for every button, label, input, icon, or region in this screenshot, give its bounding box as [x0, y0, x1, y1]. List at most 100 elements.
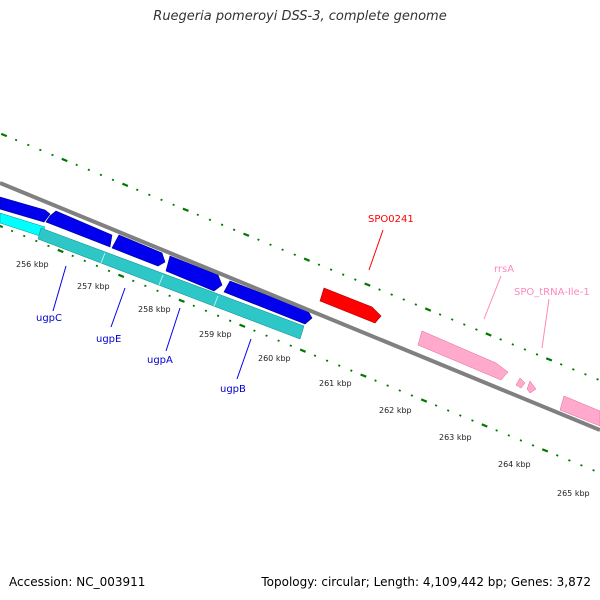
- minor-tick: [584, 373, 587, 376]
- minor-tick: [196, 213, 200, 217]
- minor-tick: [337, 364, 341, 367]
- minor-tick: [131, 279, 135, 283]
- minor-tick: [414, 303, 418, 306]
- minor-tick: [265, 334, 268, 337]
- major-tick: [424, 307, 432, 312]
- gene-label-ugpb: ugpB: [220, 384, 246, 395]
- minor-tick: [87, 168, 91, 172]
- minor-tick: [325, 359, 329, 362]
- cds-track: [0, 196, 313, 325]
- minor-tick: [232, 228, 236, 231]
- gene-label-leaders: [52, 229, 550, 380]
- map-title: Ruegeria pomeroyi DSS-3, complete genome: [153, 9, 447, 24]
- minor-tick: [289, 344, 293, 347]
- minor-tick: [160, 198, 163, 202]
- minor-tick: [398, 389, 402, 392]
- minor-tick: [531, 444, 535, 447]
- minor-tick: [257, 238, 260, 241]
- minor-tick: [281, 248, 284, 251]
- major-tick: [303, 257, 311, 262]
- minor-tick: [293, 253, 297, 256]
- kbp-label: 264 kbp: [498, 460, 531, 469]
- minor-tick: [438, 313, 442, 316]
- kbp-label: 260 kbp: [258, 354, 291, 363]
- minor-tick: [350, 369, 353, 372]
- minor-tick: [156, 289, 159, 293]
- kbp-label: 258 kbp: [138, 305, 171, 314]
- gene-arrow: [0, 196, 51, 223]
- minor-tick: [204, 309, 208, 313]
- genome-backbone: [0, 181, 600, 432]
- kbp-label: 259 kbp: [199, 330, 232, 339]
- minor-tick: [471, 419, 474, 422]
- minor-tick: [568, 459, 571, 462]
- minor-tick: [519, 439, 523, 442]
- minor-tick: [511, 343, 515, 346]
- minor-tick: [559, 363, 563, 366]
- gene-label-ugpc: ugpC: [36, 313, 62, 324]
- gene-arrow-spo-trna: [526, 380, 537, 394]
- cog-track: [0, 212, 305, 340]
- kbp-label: 262 kbp: [379, 406, 412, 415]
- minor-tick: [555, 454, 559, 457]
- major-tick: [182, 207, 189, 212]
- gene-label-spo-trna: SPO_tRNA-Ile-1: [514, 287, 590, 298]
- minor-tick: [463, 323, 466, 326]
- minor-tick: [386, 384, 389, 387]
- gene-label-ugpa: ugpA: [147, 355, 173, 366]
- minor-tick: [95, 264, 99, 268]
- outer-tick-track: [0, 132, 599, 381]
- minor-tick: [144, 284, 147, 288]
- minor-tick: [14, 138, 18, 142]
- minor-tick: [354, 278, 357, 281]
- minor-tick: [192, 304, 196, 308]
- kbp-label: 263 kbp: [439, 433, 472, 442]
- minor-tick: [523, 348, 527, 351]
- major-tick: [481, 423, 488, 428]
- minor-tick: [47, 244, 50, 248]
- minor-tick: [390, 293, 393, 296]
- rna-track: [417, 330, 600, 427]
- minor-tick: [71, 254, 74, 258]
- major-tick: [541, 448, 549, 453]
- minor-tick: [580, 464, 583, 467]
- minor-tick: [75, 163, 78, 167]
- minor-tick: [495, 429, 498, 432]
- minor-tick: [329, 268, 333, 271]
- minor-tick: [51, 153, 54, 157]
- minor-tick: [572, 368, 575, 371]
- minor-tick: [450, 318, 454, 321]
- minor-tick: [446, 409, 450, 412]
- gene-label-rrsa: rrsA: [494, 264, 514, 275]
- minor-tick: [378, 288, 381, 291]
- minor-tick: [22, 234, 26, 238]
- minor-tick: [220, 223, 224, 226]
- gene-arrow-rrsa: [417, 330, 509, 381]
- gene-labels: ugpC ugpE ugpA ugpB SPO0241 rrsA SPO_tRN…: [36, 214, 590, 395]
- minor-tick: [216, 314, 220, 317]
- minor-tick: [172, 203, 175, 207]
- major-tick: [178, 298, 185, 303]
- gene-label-ugpe: ugpE: [96, 334, 121, 345]
- major-tick: [545, 357, 553, 362]
- minor-tick: [434, 404, 438, 407]
- major-tick: [299, 348, 307, 353]
- gene-label-spo0241: SPO0241: [368, 214, 414, 225]
- minor-tick: [253, 329, 256, 332]
- minor-tick: [83, 259, 87, 263]
- minor-tick: [499, 338, 502, 341]
- minor-tick: [374, 379, 377, 382]
- minor-tick: [168, 294, 171, 298]
- major-tick: [239, 323, 246, 328]
- minor-tick: [111, 178, 115, 182]
- kbp-label: 257 kbp: [77, 282, 110, 291]
- gene-arrow-ugpc: [45, 210, 113, 248]
- minor-tick: [277, 339, 280, 342]
- kbp-label: 256 kbp: [16, 260, 49, 269]
- major-tick: [61, 157, 68, 163]
- minor-tick: [269, 243, 272, 246]
- minor-tick: [10, 229, 14, 233]
- minor-tick: [507, 434, 511, 437]
